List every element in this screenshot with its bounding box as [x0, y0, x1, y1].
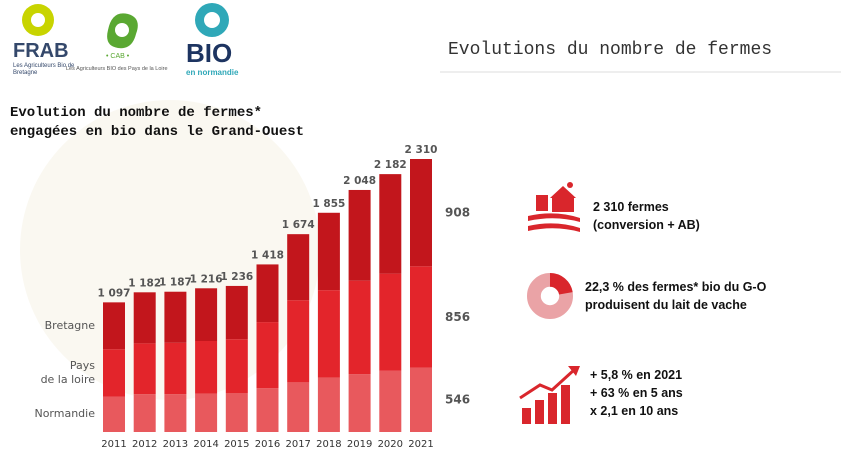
stat-line: (conversion + AB) [593, 216, 700, 234]
x-tick-label: 2021 [408, 439, 433, 450]
logo-name: • CAB • [106, 53, 129, 60]
bar-segment [379, 174, 401, 274]
x-tick-label: 2017 [285, 439, 310, 450]
x-tick-label: 2012 [132, 439, 157, 450]
total-label: 2 048 [343, 175, 376, 187]
logo-tagline: en normandie [186, 68, 238, 77]
bar-segment [379, 274, 401, 371]
bar-segment [379, 371, 401, 432]
bar-segment [226, 286, 248, 339]
stat: + 5,8 % en 2021 + 63 % en 5 ans x 2,1 en… [590, 366, 683, 420]
bar-segment [318, 213, 340, 290]
farm-icon [528, 182, 580, 232]
logo-tagline: Les Agriculteurs BIO des Pays de la Loir… [66, 66, 168, 72]
donut-slice [550, 280, 566, 293]
bar-segment [349, 190, 371, 281]
bar-segment [410, 266, 432, 367]
legend-label: Pays de la loire [5, 359, 95, 387]
value-label: 856 [445, 310, 470, 324]
total-label: 1 182 [128, 277, 161, 289]
chart-title: Evolution du nombre de fermes* engagées … [10, 104, 320, 142]
bar-segment [134, 394, 156, 432]
stat: 2 310 fermes (conversion + AB) [593, 198, 700, 234]
bar-segment [257, 264, 279, 322]
cab-icon-center [115, 23, 129, 37]
bar-segment [103, 397, 125, 432]
total-label: 1 187 [159, 277, 192, 289]
stat: 22,3 % des fermes* bio du G-O produisent… [585, 278, 766, 314]
stat-line: produisent du lait de vache [585, 296, 766, 314]
x-tick-label: 2011 [101, 439, 126, 450]
total-label: 1 236 [220, 271, 253, 283]
x-tick-label: 2013 [163, 439, 188, 450]
x-tick-label: 2014 [193, 439, 218, 450]
stat-line: + 5,8 % en 2021 [590, 366, 683, 384]
x-tick-label: 2020 [378, 439, 403, 450]
stat-line: + 63 % en 5 ans [590, 384, 683, 402]
bar-segment [195, 394, 217, 432]
stat-line: 2 310 fermes [593, 198, 700, 216]
bar-segment [195, 341, 217, 394]
frab-icon-center [31, 13, 45, 27]
total-label: 1 674 [282, 219, 315, 231]
stat-line: x 2,1 en 10 ans [590, 402, 683, 420]
bar-segment [349, 374, 371, 432]
growth-icon [520, 366, 580, 424]
bar-segment [134, 292, 156, 343]
total-label: 2 182 [374, 159, 407, 171]
bar-segment [226, 393, 248, 432]
bar-segment [349, 281, 371, 374]
bar-segment [103, 349, 125, 396]
bar-segment [318, 290, 340, 377]
bar-segment [164, 394, 186, 432]
value-label: 546 [445, 393, 470, 407]
total-label: 1 097 [98, 287, 131, 299]
x-tick-label: 2016 [255, 439, 280, 450]
bar-segment [287, 382, 309, 432]
legend-label: Normandie [5, 407, 95, 421]
x-tick-label: 2015 [224, 439, 249, 450]
legend-label: Bretagne [5, 319, 95, 333]
x-tick-label: 2018 [316, 439, 341, 450]
bio-icon-center [204, 12, 220, 28]
bar-segment [134, 343, 156, 394]
page: 1 097 2011 1 182 2012 1 187 2013 1 216 2014 1 23… [0, 0, 841, 452]
bar-segment [103, 302, 125, 349]
bar-segment [257, 388, 279, 432]
x-tick-label: 2019 [347, 439, 372, 450]
bar-segment [195, 288, 217, 341]
stat-line: 22,3 % des fermes* bio du G-O [585, 278, 766, 296]
bar-segment [318, 378, 340, 432]
bar-segment [164, 343, 186, 394]
value-label: 908 [445, 206, 470, 220]
total-label: 1 418 [251, 249, 284, 261]
bar-segment [287, 234, 309, 300]
bar-segment [287, 300, 309, 382]
bar-segment [410, 159, 432, 266]
total-label: 1 855 [312, 198, 345, 210]
logo-name: BIO [186, 38, 232, 69]
bar-segment [410, 367, 432, 432]
donut [534, 280, 566, 312]
bar-segment [164, 292, 186, 343]
bar-segment [226, 339, 248, 393]
bar-segment [257, 322, 279, 388]
logo-name: FRAB [13, 40, 69, 63]
total-label: 1 216 [190, 273, 223, 285]
header-title: Evolutions du nombre de fermes [448, 40, 772, 60]
total-label: 2 310 [405, 144, 438, 156]
